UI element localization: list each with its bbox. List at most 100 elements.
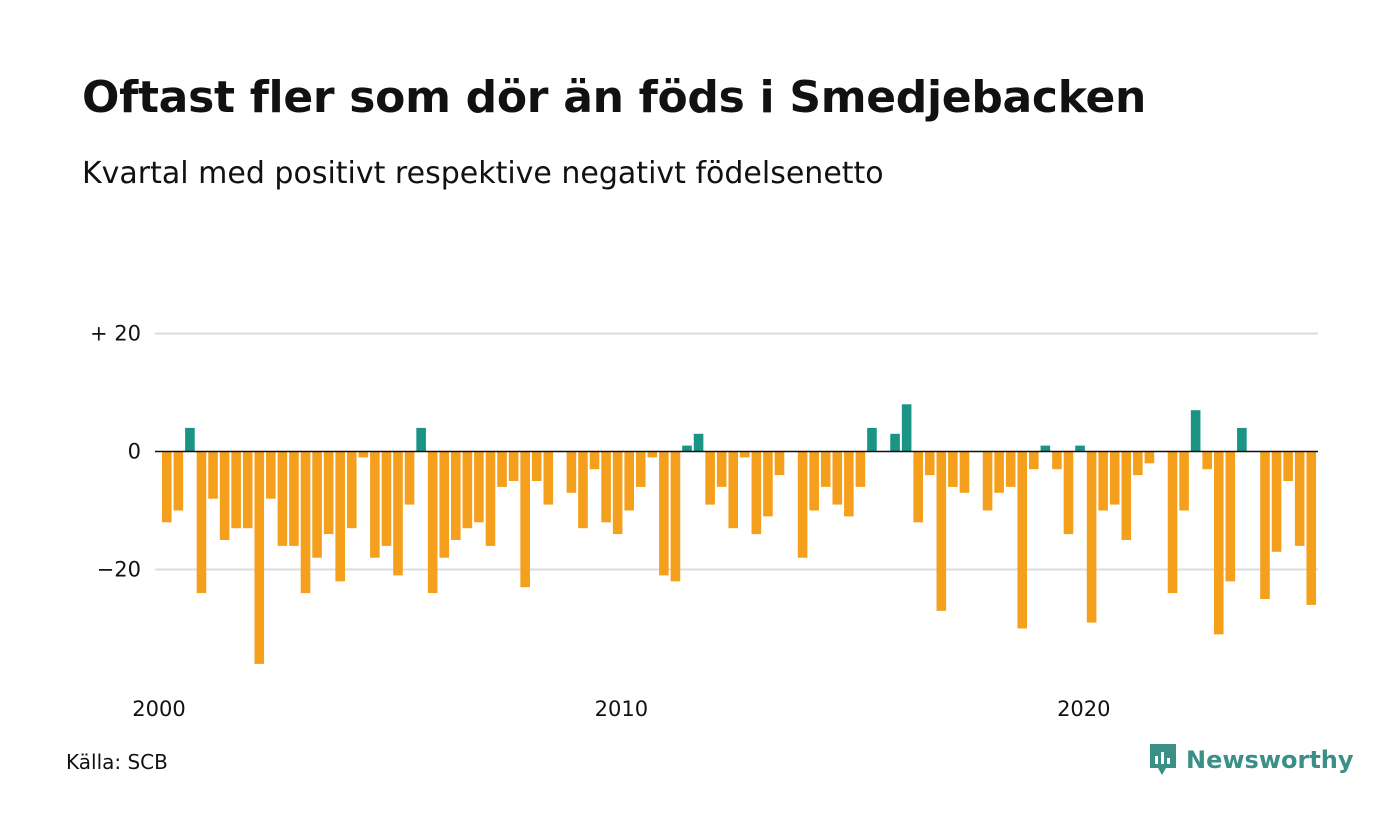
bar-negative (1283, 451, 1293, 481)
bar-negative (1098, 451, 1108, 511)
bar-negative (219, 451, 230, 540)
source-note: Källa: SCB (66, 750, 168, 774)
bar-negative (844, 451, 854, 517)
brand-name: Newsworthy (1186, 746, 1354, 774)
bar-negative (462, 451, 473, 529)
bar-negative (474, 451, 484, 523)
bar-negative (1086, 451, 1097, 623)
bar-negative (948, 451, 958, 487)
bar-negative (635, 451, 646, 487)
bar-negative (358, 451, 369, 458)
bar-negative (1306, 451, 1317, 605)
bar-negative (1052, 451, 1062, 470)
y-tick-label: + 20 (90, 322, 141, 346)
bar-positive (1237, 427, 1247, 452)
bar-negative (1179, 451, 1189, 511)
bar-negative (624, 451, 634, 511)
bar-negative (982, 451, 993, 511)
bar-negative (427, 451, 438, 594)
bar-negative (913, 451, 923, 523)
bar-negative (1005, 451, 1016, 487)
bar-negative (1029, 451, 1039, 470)
bar-negative (994, 451, 1004, 493)
bar-negative (589, 451, 600, 470)
bar-negative (601, 451, 611, 523)
bar-negative (451, 451, 461, 540)
bar-negative (647, 451, 658, 458)
bar-negative (242, 451, 253, 529)
bar-negative (208, 451, 218, 499)
bar-negative (1017, 451, 1028, 629)
bar-negative (1294, 451, 1305, 546)
bar-negative (370, 451, 380, 558)
bar-negative (820, 451, 831, 487)
bar-positive (416, 427, 426, 452)
y-tick-label: 0 (128, 440, 141, 464)
bar-negative (439, 451, 450, 558)
bar-negative (809, 451, 819, 511)
bar-negative (959, 451, 970, 493)
bar-negative (670, 451, 681, 582)
bar-negative (277, 451, 288, 546)
bar-positive (693, 433, 704, 452)
bar-negative (774, 451, 785, 476)
bar-negative (751, 451, 762, 535)
bar-negative (393, 451, 403, 576)
y-tick-label: −20 (97, 558, 141, 582)
bar-negative (1213, 451, 1224, 635)
newsworthy-logo-icon (1150, 744, 1176, 775)
bar-negative (1144, 451, 1155, 464)
bar-negative (1202, 451, 1212, 470)
bar-negative (763, 451, 773, 517)
bar-negative (312, 451, 322, 558)
bar-negative (705, 451, 715, 505)
bar-negative (566, 451, 577, 493)
brand-logo: Newsworthy (1148, 742, 1354, 778)
bar-negative (832, 451, 843, 505)
bar-negative (162, 451, 172, 523)
bar-negative (936, 451, 947, 611)
bar-positive (890, 433, 900, 452)
bar-negative (1121, 451, 1132, 540)
bar-negative (1167, 451, 1178, 594)
bar-negative (924, 451, 935, 476)
x-tick-label: 2000 (132, 697, 185, 721)
bar-negative (508, 451, 519, 481)
bar-positive (185, 427, 195, 452)
bar-negative (659, 451, 669, 576)
chart-subtitle: Kvartal med positivt respektive negativt… (82, 156, 884, 191)
bar-positive (682, 445, 692, 452)
bar-negative (1271, 451, 1282, 552)
bar-negative (266, 451, 276, 499)
bar-negative (485, 451, 496, 546)
bar-negative (497, 451, 507, 487)
x-tick-label: 2020 (1057, 697, 1110, 721)
bar-positive (1040, 445, 1051, 452)
bar-negative (612, 451, 623, 535)
bar-negative (289, 451, 299, 546)
bar-negative (381, 451, 392, 546)
bar-negative (173, 451, 184, 511)
bar-negative (254, 451, 265, 664)
bar-negative (346, 451, 357, 529)
bar-negative (797, 451, 808, 558)
bar-negative (404, 451, 415, 505)
bar-negative (1109, 451, 1120, 505)
chart-title: Oftast fler som dör än föds i Smedjeback… (82, 72, 1147, 123)
bar-positive (867, 427, 877, 452)
bar-negative (531, 451, 542, 481)
bar-positive (901, 404, 912, 452)
bar-negative (520, 451, 530, 588)
bar-negative (716, 451, 727, 487)
x-tick-label: 2010 (595, 697, 648, 721)
bar-negative (323, 451, 334, 535)
bar-negative (1260, 451, 1270, 599)
bar-negative (196, 451, 207, 594)
bar-negative (728, 451, 739, 529)
bar-negative (543, 451, 554, 505)
bar-negative (1225, 451, 1236, 582)
bar-negative (740, 451, 750, 458)
bar-negative (231, 451, 241, 529)
bar-negative (1133, 451, 1143, 476)
